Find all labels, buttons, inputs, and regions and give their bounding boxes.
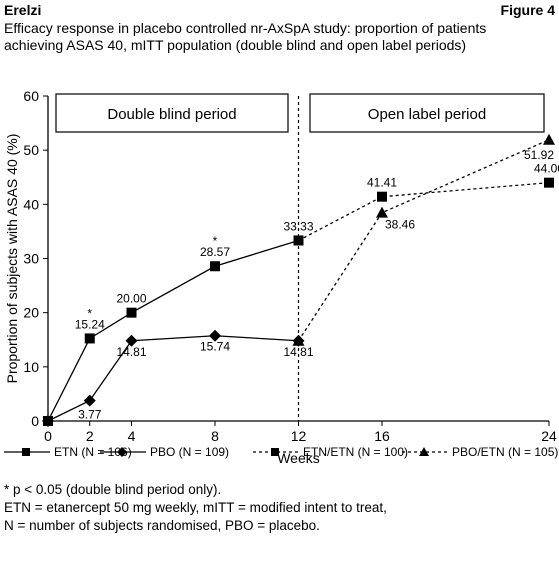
data-point: [125, 334, 138, 347]
legend-marker: [271, 448, 279, 456]
data-label: 15.24: [75, 317, 105, 331]
double-blind-period-box: [55, 93, 289, 133]
data-point: [84, 333, 95, 344]
legend-label: PBO/ETN (N = 105): [452, 445, 558, 459]
subtitle-line-1: Efficacy response in placebo controlled …: [4, 20, 487, 36]
footnote-abbreviations-1: ETN = etanercept 50 mg weekly, mITT = mo…: [4, 500, 387, 515]
data-label: 41.41: [367, 176, 397, 190]
chart-subtitle: Efficacy response in placebo controlled …: [4, 20, 544, 54]
data-label: 14.81: [116, 345, 146, 359]
data-point: [126, 307, 137, 318]
series-line: [297, 139, 550, 342]
x-tick-label: 2: [86, 428, 94, 444]
legend-marker: [22, 448, 30, 456]
product-name: Erelzi: [4, 2, 42, 18]
open-label-period-box: [309, 93, 545, 133]
footnote-significance: * p < 0.05 (double blind period only).: [4, 482, 222, 497]
legend-marker: [419, 447, 429, 456]
series-line: [298, 182, 550, 242]
data-label: 51.92: [524, 148, 554, 162]
data-label: 14.81: [283, 345, 313, 359]
data-point: [210, 261, 220, 272]
data-label: 33.33: [283, 219, 313, 233]
data-point: [376, 206, 388, 218]
data-point: [209, 329, 221, 342]
y-tick-label: 10: [23, 359, 39, 375]
data-point: [544, 177, 554, 188]
data-point: [543, 133, 555, 145]
y-tick-label: 50: [23, 142, 39, 158]
footnote-abbreviations-2: N = number of subjects randomised, PBO =…: [4, 518, 320, 533]
data-point: [293, 235, 304, 246]
open-label-period-label: Open label period: [368, 106, 486, 123]
x-tick-label: 16: [374, 428, 390, 444]
significance-marker: *: [87, 306, 92, 320]
data-point: [83, 394, 96, 407]
data-label: 15.74: [200, 340, 230, 354]
data-label: 20.00: [116, 292, 146, 306]
x-tick-label: 12: [291, 428, 307, 444]
x-axis-title: Weeks: [277, 450, 320, 466]
data-label: 38.46: [385, 218, 415, 232]
x-tick-label: 24: [541, 428, 557, 444]
figure-label: Figure 4: [500, 2, 555, 18]
y-tick-label: 20: [23, 305, 39, 321]
data-label: 44.00: [534, 162, 559, 176]
double-blind-period-label: Double blind period: [107, 106, 236, 123]
x-tick-label: 0: [44, 428, 52, 444]
legend-label: ETN (N = 106): [54, 445, 132, 459]
data-label: 28.57: [200, 245, 230, 259]
legend-marker: [117, 447, 127, 457]
significance-marker: *: [213, 234, 218, 248]
y-axis-title: Proportion of subjects with ASAS 40 (%): [4, 134, 20, 384]
x-tick-label: 4: [128, 428, 136, 444]
subtitle-line-2: achieving ASAS 40, mITT population (doub…: [4, 37, 467, 53]
legend-label: ETN/ETN (N = 100): [303, 445, 408, 459]
y-tick-label: 0: [31, 413, 39, 429]
x-tick-label: 8: [211, 428, 219, 444]
y-tick-label: 40: [23, 196, 39, 212]
data-point: [292, 334, 305, 346]
y-tick-label: 60: [23, 88, 39, 104]
y-tick-label: 30: [23, 251, 39, 267]
data-label: 3.77: [78, 408, 102, 422]
data-point: [42, 415, 54, 427]
legend-label: PBO (N = 109): [150, 445, 229, 459]
data-point: [377, 191, 387, 202]
